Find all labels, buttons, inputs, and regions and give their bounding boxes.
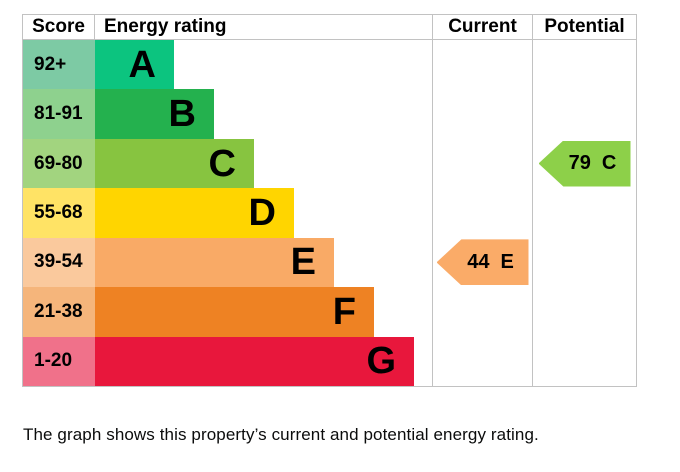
rating-bar-g: G [95, 336, 414, 386]
bar-area: A [95, 40, 432, 90]
score-range-g: 1-20 [23, 336, 95, 386]
band-row-g: 1-20 G [23, 336, 636, 386]
rating-letter-d: D [248, 191, 276, 234]
current-cell-a [432, 40, 532, 90]
table-header: Score Energy rating Current Potential [23, 15, 636, 40]
current-score-value: 44 [467, 250, 490, 273]
score-column-header: Score [23, 15, 95, 39]
rating-letter-a: A [128, 43, 156, 86]
score-range-e: 39-54 [23, 237, 95, 288]
chart-caption: The graph shows this property’s current … [23, 425, 539, 444]
band-row-f: 21-38 F [23, 287, 636, 337]
band-row-d: 55-68 D [23, 188, 636, 238]
current-rating-letter: E [500, 250, 514, 273]
potential-cell-f [532, 287, 636, 337]
rating-letter-e: E [290, 241, 316, 284]
current-cell-c [432, 138, 532, 189]
energy-rating-column-header: Energy rating [104, 16, 227, 37]
score-range-a: 92+ [23, 40, 95, 90]
potential-cell-d [532, 188, 636, 238]
potential-cell-b [532, 89, 636, 139]
score-range-d: 55-68 [23, 188, 95, 238]
bar-area: B [95, 89, 432, 139]
current-cell-f [432, 287, 532, 337]
potential-rating-arrow: 79 C [538, 140, 631, 187]
bar-area: F [95, 287, 432, 337]
epc-rating-chart: Score Energy rating Current Potential 92… [22, 14, 637, 387]
current-column-header: Current [432, 15, 532, 39]
current-cell-b [432, 89, 532, 139]
rating-bar-e: E [95, 237, 334, 288]
current-rating-arrow: 44 E [436, 239, 529, 286]
band-row-c: 69-80 C 79 C [23, 138, 636, 189]
rating-letter-b: B [168, 93, 196, 136]
rating-bar-a: A [95, 40, 174, 90]
band-row-a: 92+ A [23, 40, 636, 90]
potential-cell-c: 79 C [532, 138, 636, 189]
rating-bar-f: F [95, 287, 374, 337]
rating-letter-f: F [332, 290, 356, 333]
rating-letter-g: G [366, 340, 396, 383]
rating-bar-d: D [95, 188, 294, 238]
potential-score-value: 79 [568, 152, 591, 175]
rating-bar-b: B [95, 89, 214, 139]
bar-area: C [95, 138, 432, 189]
rating-letter-c: C [208, 142, 236, 185]
bar-area: G [95, 336, 432, 386]
potential-rating-letter: C [601, 152, 617, 175]
band-row-e: 39-54 E 44 E [23, 237, 636, 288]
current-cell-d [432, 188, 532, 238]
band-row-b: 81-91 B [23, 89, 636, 139]
score-range-b: 81-91 [23, 89, 95, 139]
bar-area: D [95, 188, 432, 238]
potential-cell-a [532, 40, 636, 90]
score-range-f: 21-38 [23, 287, 95, 337]
potential-cell-g [532, 336, 636, 386]
current-cell-g [432, 336, 532, 386]
potential-cell-e [532, 237, 636, 288]
bar-area: E [95, 237, 432, 288]
rating-bar-c: C [95, 138, 254, 189]
score-range-c: 69-80 [23, 138, 95, 189]
current-cell-e: 44 E [432, 237, 532, 288]
potential-column-header: Potential [532, 15, 636, 39]
